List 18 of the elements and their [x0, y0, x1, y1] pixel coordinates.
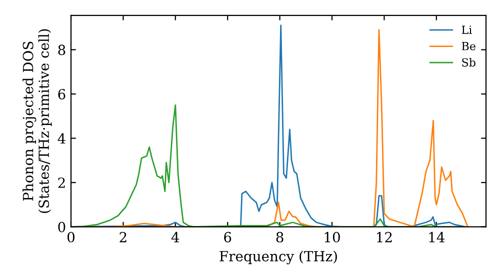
- x-tick-label: 14: [429, 232, 445, 242]
- x-tick-label: 6: [224, 232, 232, 242]
- x-tick-label: 12: [377, 232, 392, 242]
- y-tick-label: 6: [58, 88, 66, 100]
- y-tick-label: 2: [58, 177, 65, 188]
- x-axis-title: Frequency (THz): [220, 250, 337, 264]
- legend-label: Sb: [462, 58, 476, 67]
- x-tick-label: 4: [171, 232, 180, 242]
- y-axis-title: Phonon projected DOS (States/THz·primitive cell): [22, 29, 52, 213]
- y-tick-label: 4: [58, 133, 66, 144]
- legend-label: Be: [462, 42, 476, 50]
- y-tick-label: 8: [58, 44, 66, 56]
- legend-label: Li: [462, 26, 472, 34]
- x-tick-label: 10: [324, 232, 340, 242]
- x-tick-label: 2: [120, 232, 126, 242]
- x-tick-label: 8: [276, 232, 284, 242]
- y-tick-label: 0: [58, 222, 66, 232]
- x-tick-label: 0: [67, 232, 74, 242]
